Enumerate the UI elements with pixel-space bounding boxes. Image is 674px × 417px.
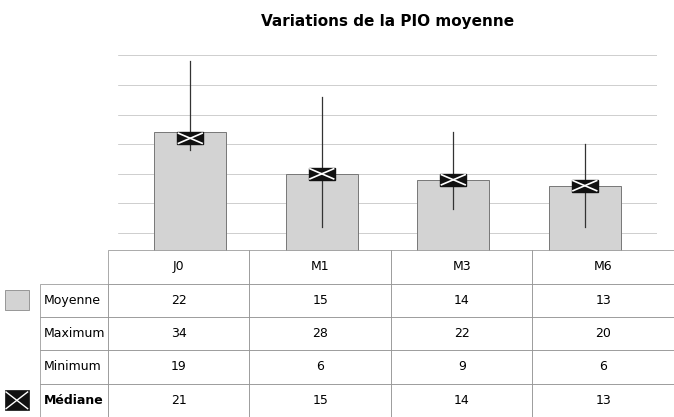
Bar [572,180,598,191]
Bar [5,290,29,310]
Title: Variations de la PIO moyenne: Variations de la PIO moyenne [261,15,514,30]
Bar [177,132,204,144]
Bar [5,390,29,410]
Bar [309,168,335,180]
Bar [440,174,466,186]
Bar [549,186,621,263]
Bar [417,180,489,263]
Bar [154,132,226,263]
Bar [286,174,358,263]
